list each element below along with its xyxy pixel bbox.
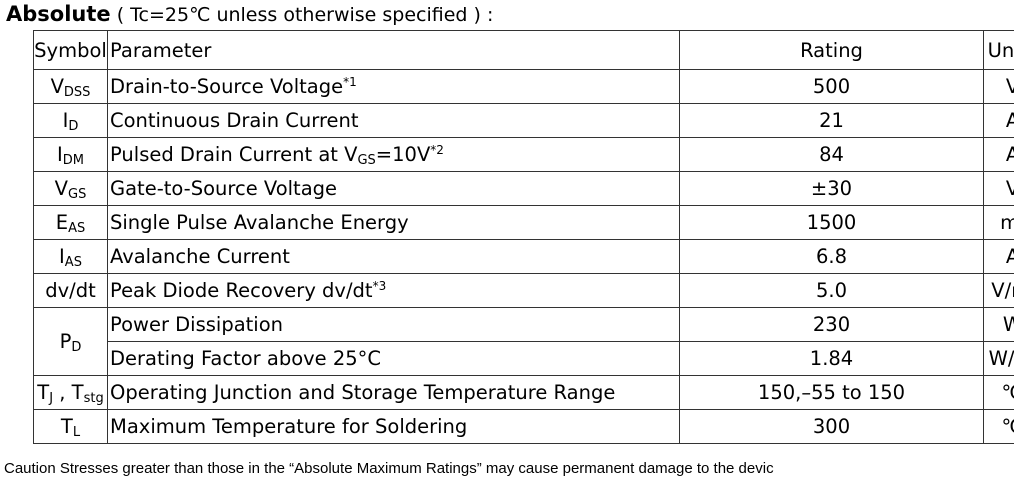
symbol-letter: P — [59, 330, 72, 353]
table-row: IAS Avalanche Current 6.8 A — [33, 239, 1014, 274]
unit-cell: V — [983, 69, 1014, 104]
symbol-subscript: D — [71, 340, 82, 355]
parameter-cell: Gate-to-Source Voltage — [107, 171, 680, 206]
table-row: VGS Gate-to-Source Voltage ±30 V — [33, 171, 1014, 206]
unit-cell: A — [983, 137, 1014, 172]
rating-cell: 150,–55 to 150 — [679, 375, 984, 410]
symbol-subscript-2: stg — [83, 391, 104, 406]
table-row: EAS Single Pulse Avalanche Energy 1500 m… — [33, 205, 1014, 240]
symbol-cell: VDSS — [33, 69, 108, 104]
symbol-cell: TL — [33, 409, 108, 444]
symbol-cell: TJ , Tstg — [33, 375, 108, 410]
symbol-cell: ID — [33, 103, 108, 138]
heading-condition: ( Tc=25℃ unless otherwise specified ) : — [110, 4, 494, 26]
table-row: dv/dt Peak Diode Recovery dv/dt*3 5.0 V/… — [33, 273, 1014, 308]
symbol-subscript: AS — [68, 221, 86, 236]
parameter-cell: Maximum Temperature for Soldering — [107, 409, 680, 444]
parameter-cell: Single Pulse Avalanche Energy — [107, 205, 680, 240]
symbol-subscript: D — [68, 119, 79, 134]
footnote-ref: *2 — [430, 143, 444, 157]
symbol-subscript: DSS — [63, 85, 91, 100]
rating-cell: 300 — [679, 409, 984, 444]
unit-cell: mJ — [983, 205, 1014, 240]
parameter-subscript: GS — [357, 153, 376, 168]
table-row: Derating Factor above 25°C 1.84 W/℃ — [34, 341, 1014, 376]
rating-cell: 230 — [679, 307, 984, 342]
unit-cell: ℃ — [983, 375, 1014, 410]
unit-cell: W/℃ — [983, 341, 1014, 376]
symbol-letter: I — [62, 109, 69, 132]
parameter-cell: Continuous Drain Current — [107, 103, 680, 138]
symbol-separator: , T — [53, 381, 84, 404]
symbol-letter: E — [55, 211, 69, 234]
heading-title: Absolute — [6, 2, 111, 26]
header-symbol: Symbol — [33, 30, 108, 70]
symbol-cell: IAS — [33, 239, 108, 274]
parameter-cell: Operating Junction and Storage Temperatu… — [107, 375, 680, 410]
table-row: VDSS Drain-to-Source Voltage*1 500 V — [33, 69, 1014, 104]
rating-cell: 500 — [679, 69, 984, 104]
header-units: Units — [983, 30, 1014, 70]
symbol-cell: EAS — [33, 205, 108, 240]
symbol-letter: V — [54, 177, 68, 200]
table-row: IDM Pulsed Drain Current at VGS=10V*2 84… — [33, 137, 1014, 172]
unit-cell: V/ns — [983, 273, 1014, 308]
rating-cell: 84 — [679, 137, 984, 172]
table-row: PD Power Dissipation 230 W — [33, 307, 1014, 376]
symbol-letter: T — [37, 381, 50, 404]
symbol-subscript: J — [49, 391, 54, 406]
section-heading: Absolute ( Tc=25℃ unless otherwise speci… — [6, 0, 493, 28]
rating-cell: 1.84 — [679, 341, 984, 376]
parameter-cell: Power Dissipation — [107, 307, 680, 342]
parameter-cell: Peak Diode Recovery dv/dt*3 — [107, 273, 680, 308]
symbol-letter: I — [57, 143, 63, 166]
footnote-ref: *1 — [343, 75, 357, 89]
unit-cell: ℃ — [983, 409, 1014, 444]
header-parameter: Parameter — [107, 30, 680, 70]
caution-note: Caution Stresses greater than those in t… — [4, 460, 774, 477]
symbol-cell: IDM — [33, 137, 108, 172]
rating-cell: 6.8 — [679, 239, 984, 274]
symbol-letter: I — [59, 245, 65, 268]
parameter-text: Peak Diode Recovery dv/dt — [110, 279, 373, 302]
footnote-ref: *3 — [372, 279, 387, 293]
parameter-cell: Pulsed Drain Current at VGS=10V*2 — [107, 137, 680, 172]
rating-cell: 1500 — [679, 205, 984, 240]
parameter-cell: Derating Factor above 25°C — [107, 341, 680, 376]
rating-cell: 21 — [679, 103, 984, 138]
symbol-subscript: L — [72, 425, 81, 440]
symbol-letter: V — [50, 75, 64, 98]
rating-cell: 5.0 — [679, 273, 984, 308]
parameter-cell: Drain-to-Source Voltage*1 — [107, 69, 680, 104]
header-rating: Rating — [679, 30, 984, 70]
parameter-text: Drain-to-Source Voltage — [110, 75, 344, 98]
symbol-cell: PD — [33, 307, 108, 376]
unit-cell: A — [983, 103, 1014, 138]
rating-cell: ±30 — [679, 171, 984, 206]
parameter-text-post: =10V — [375, 143, 431, 166]
symbol-subscript: GS — [68, 187, 87, 202]
absolute-ratings-table: Symbol Parameter Rating Units VDSS Drain… — [33, 30, 1014, 444]
parameter-text: Pulsed Drain Current at V — [110, 143, 358, 166]
table-header-row: Symbol Parameter Rating Units — [33, 30, 1014, 70]
symbol-cell: VGS — [33, 171, 108, 206]
symbol-subscript: AS — [64, 255, 82, 270]
symbol-letter: T — [60, 415, 73, 438]
unit-cell: A — [983, 239, 1014, 274]
unit-cell: V — [983, 171, 1014, 206]
table-row: TL Maximum Temperature for Soldering 300… — [33, 409, 1014, 444]
table-row: ID Continuous Drain Current 21 A — [33, 103, 1014, 138]
unit-cell: W — [983, 307, 1014, 342]
table-row: TJ , Tstg Operating Junction and Storage… — [33, 375, 1014, 410]
symbol-subscript: DM — [62, 153, 84, 168]
symbol-cell: dv/dt — [33, 273, 108, 308]
parameter-cell: Avalanche Current — [107, 239, 680, 274]
